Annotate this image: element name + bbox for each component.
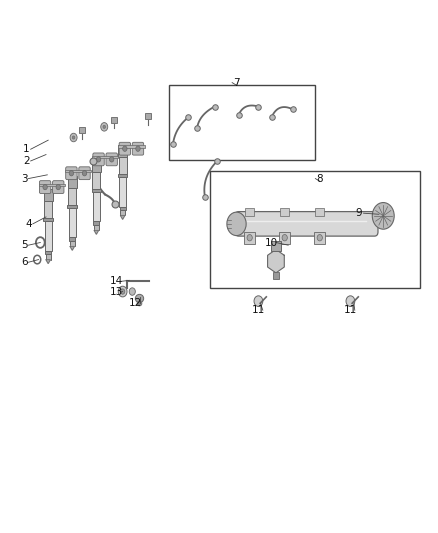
Circle shape: [247, 235, 252, 241]
Bar: [69, 238, 75, 241]
Bar: [45, 251, 51, 254]
Bar: [92, 189, 101, 192]
Text: 2: 2: [23, 156, 30, 166]
Text: 1: 1: [23, 144, 30, 154]
Circle shape: [96, 157, 101, 162]
Bar: [118, 145, 127, 157]
Bar: [279, 232, 290, 244]
Bar: [46, 254, 51, 260]
Bar: [119, 157, 127, 174]
Bar: [39, 184, 65, 186]
Circle shape: [123, 146, 127, 151]
Polygon shape: [46, 260, 50, 264]
FancyBboxPatch shape: [235, 212, 378, 236]
Text: 4: 4: [25, 219, 32, 229]
Bar: [169, 85, 315, 160]
Circle shape: [43, 184, 47, 190]
Text: 7: 7: [233, 78, 240, 87]
Text: 8: 8: [316, 174, 323, 183]
Bar: [68, 176, 77, 188]
Bar: [44, 190, 53, 201]
Circle shape: [136, 146, 140, 151]
Text: 9: 9: [356, 208, 363, 218]
Circle shape: [129, 288, 135, 295]
Bar: [314, 232, 325, 244]
Bar: [44, 201, 52, 219]
Circle shape: [346, 296, 355, 306]
Bar: [92, 172, 100, 189]
Circle shape: [372, 203, 394, 229]
Circle shape: [103, 125, 106, 128]
Text: 11: 11: [252, 305, 265, 315]
Bar: [315, 208, 324, 216]
Polygon shape: [120, 215, 125, 220]
Bar: [120, 207, 126, 210]
FancyBboxPatch shape: [119, 142, 131, 155]
Bar: [280, 208, 289, 216]
Text: 11: 11: [344, 305, 357, 315]
Circle shape: [118, 286, 127, 297]
FancyBboxPatch shape: [132, 142, 144, 155]
Bar: [45, 222, 52, 251]
Circle shape: [317, 235, 322, 241]
Bar: [271, 241, 281, 251]
Bar: [273, 272, 279, 279]
Bar: [92, 156, 118, 158]
FancyBboxPatch shape: [66, 167, 77, 180]
Bar: [118, 174, 127, 177]
Text: 3: 3: [21, 174, 28, 183]
FancyBboxPatch shape: [39, 181, 51, 193]
Bar: [65, 170, 91, 172]
Text: 12: 12: [129, 298, 142, 308]
Bar: [70, 241, 75, 246]
Bar: [43, 219, 53, 222]
Text: 5: 5: [21, 240, 28, 250]
Circle shape: [110, 157, 114, 162]
Bar: [244, 232, 255, 244]
FancyBboxPatch shape: [79, 167, 90, 180]
Bar: [118, 146, 145, 148]
Circle shape: [82, 171, 87, 176]
Circle shape: [282, 235, 287, 241]
Circle shape: [120, 289, 125, 294]
Polygon shape: [70, 246, 74, 251]
Text: 14: 14: [110, 277, 123, 286]
Circle shape: [70, 133, 77, 142]
Bar: [68, 188, 76, 205]
Text: 6: 6: [21, 257, 28, 267]
Bar: [119, 177, 126, 207]
Bar: [93, 192, 100, 222]
Bar: [210, 171, 420, 288]
FancyBboxPatch shape: [93, 153, 104, 166]
Bar: [94, 225, 99, 230]
Circle shape: [254, 296, 263, 306]
FancyBboxPatch shape: [53, 181, 64, 193]
Text: 13: 13: [110, 287, 123, 297]
Circle shape: [72, 136, 75, 139]
Bar: [93, 222, 99, 225]
Bar: [92, 160, 101, 172]
Polygon shape: [94, 230, 99, 235]
Circle shape: [101, 123, 108, 131]
Bar: [120, 209, 125, 215]
Circle shape: [227, 212, 246, 236]
Polygon shape: [268, 249, 284, 273]
FancyBboxPatch shape: [106, 153, 117, 166]
Bar: [245, 208, 254, 216]
Bar: [67, 205, 77, 208]
Bar: [69, 208, 76, 238]
Text: 10: 10: [265, 238, 278, 247]
Circle shape: [56, 184, 60, 190]
Circle shape: [69, 171, 74, 176]
